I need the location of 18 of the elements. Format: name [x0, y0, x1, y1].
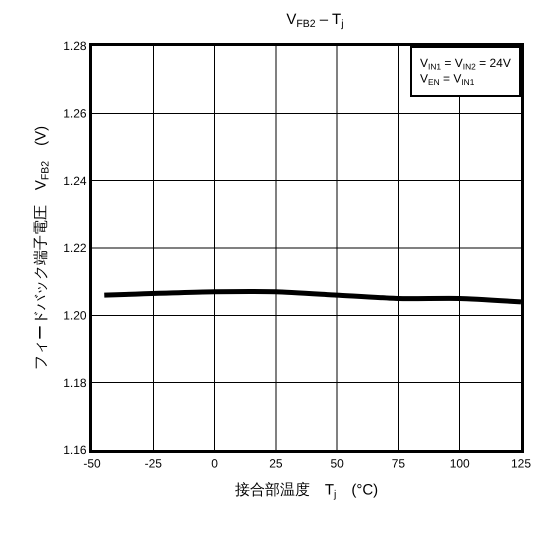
y-tick-label: 1.18: [63, 376, 87, 390]
x-tick-label: -25: [144, 456, 162, 470]
x-tick-label: -50: [83, 456, 101, 470]
y-tick-label: 1.22: [63, 241, 87, 256]
y-tick-label: 1.26: [63, 106, 87, 121]
x-tick-label: 100: [450, 456, 470, 470]
x-tick-label: 50: [330, 456, 344, 470]
chart-title: V$_{FB2}$ – T$_{j}$: [286, 10, 344, 30]
y-tick-label: 1.28: [63, 39, 87, 54]
text: V$_{IN1}$ = V$_{IN2}$ = 24V V$_{EN}$ = V$_{IN1}$: [420, 56, 511, 88]
x-tick-label: 0: [211, 456, 218, 470]
y-tick-label: 1.20: [63, 308, 87, 323]
text: 接合部温度 T$_{j}$ (°C): [234, 481, 378, 501]
x-tick-label: 75: [392, 456, 406, 470]
y-tick-label: 1.24: [63, 174, 87, 188]
y-tick-label: 1.16: [63, 443, 87, 458]
x-tick-label: 125: [510, 456, 532, 470]
x-tick-label: 25: [269, 456, 283, 470]
